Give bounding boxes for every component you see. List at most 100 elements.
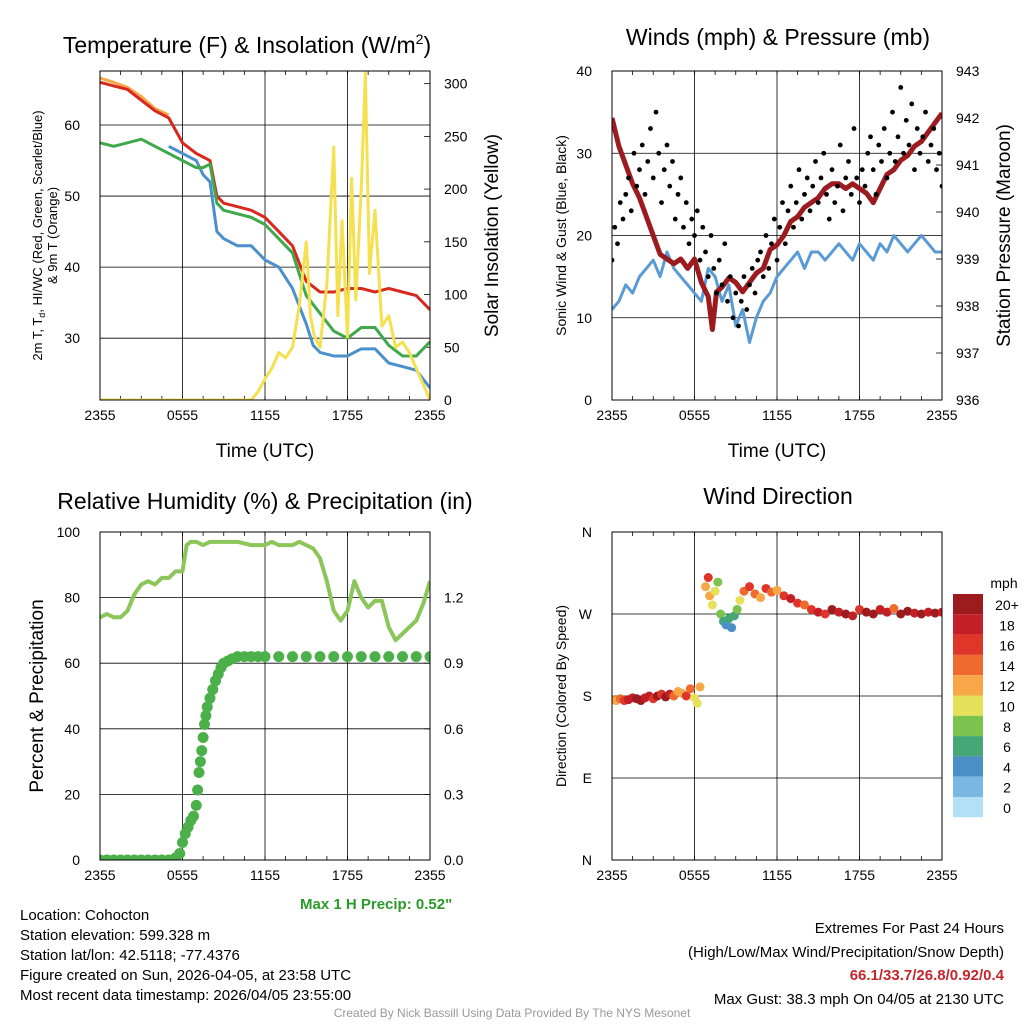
x-tick-label: 1155 xyxy=(250,407,280,423)
wind-direction-point xyxy=(827,604,837,614)
gust-point xyxy=(884,175,890,181)
precipitation-point xyxy=(207,683,219,695)
precipitation-point xyxy=(410,651,422,663)
wind-direction-point xyxy=(930,608,940,618)
x-tick-label: 1155 xyxy=(762,407,792,423)
x-tick-label: 2355 xyxy=(414,867,445,883)
panel-1: Temperature (F) & Insolation (W/m2)2355 0… xyxy=(30,31,503,462)
gust-point xyxy=(826,216,832,222)
precipitation-point xyxy=(355,651,367,663)
x-axis-label: Time (UTC) xyxy=(728,441,827,462)
x-tick-label: 1755 xyxy=(332,407,363,423)
plot-area xyxy=(612,85,942,344)
wind-direction-point xyxy=(855,604,864,614)
gust-point xyxy=(870,167,876,173)
gust-point xyxy=(749,266,755,271)
gust-point xyxy=(903,117,909,123)
gust-point xyxy=(876,142,882,148)
x-tick-label: 2355 xyxy=(84,407,115,423)
gust-point xyxy=(763,233,769,238)
gust-point xyxy=(890,109,895,115)
gust-point xyxy=(802,191,807,197)
max-precip-label: Max 1 H Precip: 0.52" xyxy=(300,896,453,913)
x-tick-label: 1155 xyxy=(250,867,280,883)
precipitation-point xyxy=(397,651,408,663)
wind-direction-point xyxy=(779,591,789,601)
wind-direction-point xyxy=(861,607,871,617)
gust-point xyxy=(692,233,697,238)
y2-axis-label: Solar Insolation (Yellow) xyxy=(482,134,503,337)
colorbar-label: 10 xyxy=(999,699,1015,715)
gust-point xyxy=(615,241,620,247)
gust-point xyxy=(815,200,821,206)
gust-point xyxy=(909,101,915,107)
precipitation-point xyxy=(200,710,212,722)
gust-point xyxy=(895,134,901,140)
chart-title-text: Temperature (F) & Insolation (W/m xyxy=(63,32,416,58)
gust-point xyxy=(642,191,648,197)
wind-direction-point xyxy=(756,593,765,603)
wind-chill-line xyxy=(100,137,430,358)
gust-point xyxy=(901,150,906,156)
max-gust-text: Max Gust: 38.3 mph On 04/05 at 2130 UTC xyxy=(713,990,1004,1008)
x-tick-label: 1755 xyxy=(332,867,363,883)
2m-t-line xyxy=(100,80,430,311)
y2-tick-label: 943 xyxy=(956,63,980,79)
y2-tick-label: 938 xyxy=(956,298,980,314)
chart-title: Relative Humidity (%) & Precipitation (i… xyxy=(57,488,472,514)
gust-point xyxy=(785,208,791,214)
colorbar-swatch xyxy=(953,675,983,696)
chart-title-text-end: ) xyxy=(423,32,431,58)
wind-direction-point xyxy=(703,573,713,583)
chart-title-superscript: 2 xyxy=(416,31,424,47)
y2-tick-label: 936 xyxy=(956,392,980,408)
x-tick-label: 1755 xyxy=(844,407,875,423)
y-tick-label: 40 xyxy=(64,259,80,275)
plot-frame xyxy=(611,70,943,401)
gust-point xyxy=(766,266,772,271)
x-tick-label: 2355 xyxy=(926,867,957,883)
gust-point xyxy=(813,159,818,164)
gust-point xyxy=(821,150,827,156)
y-tick-label: 40 xyxy=(64,721,80,737)
precipitation-point xyxy=(259,651,271,663)
precipitation-point xyxy=(192,784,204,796)
colorbar-label: 8 xyxy=(1003,719,1011,735)
wind-direction-point xyxy=(707,600,717,610)
gust-point xyxy=(738,298,744,304)
wind-direction-point xyxy=(916,609,926,619)
gust-point xyxy=(788,183,794,189)
y2-tick-label: 942 xyxy=(956,110,980,126)
y2-tick-label: 0.0 xyxy=(444,852,464,868)
precipitation-point xyxy=(287,651,298,663)
precipitation-point xyxy=(273,651,285,663)
gust-point xyxy=(617,200,623,206)
gust-point xyxy=(835,183,840,189)
gust-point xyxy=(925,159,931,164)
location-text: Location: Cohocton xyxy=(20,907,150,924)
extremes-title: Extremes For Past 24 Hours xyxy=(814,920,1004,937)
wind-direction-point xyxy=(716,609,726,619)
wind-direction-point xyxy=(713,577,723,587)
y-tick-label: 80 xyxy=(64,590,80,606)
gust-point xyxy=(628,208,634,214)
y2-tick-label: 941 xyxy=(956,157,980,173)
y-tick-label: S xyxy=(583,688,592,704)
gust-point xyxy=(675,191,681,197)
precipitation-point xyxy=(174,847,186,859)
gust-point xyxy=(659,200,664,206)
y-axis-label: Sonic Wind & Gust (Blue, Black) xyxy=(553,135,569,336)
precipitation-point xyxy=(194,756,206,768)
gust-point xyxy=(934,167,939,173)
gust-point xyxy=(725,298,730,304)
gust-point xyxy=(818,175,824,181)
gust-point xyxy=(804,175,810,181)
wind-direction-point xyxy=(727,623,737,633)
y-axis-label: Direction (Colored By Speed) xyxy=(553,605,569,787)
precipitation-point xyxy=(383,651,395,663)
gust-point xyxy=(631,150,637,156)
gust-point xyxy=(650,175,656,181)
gust-point xyxy=(727,274,733,280)
wind-direction-point xyxy=(692,698,702,708)
